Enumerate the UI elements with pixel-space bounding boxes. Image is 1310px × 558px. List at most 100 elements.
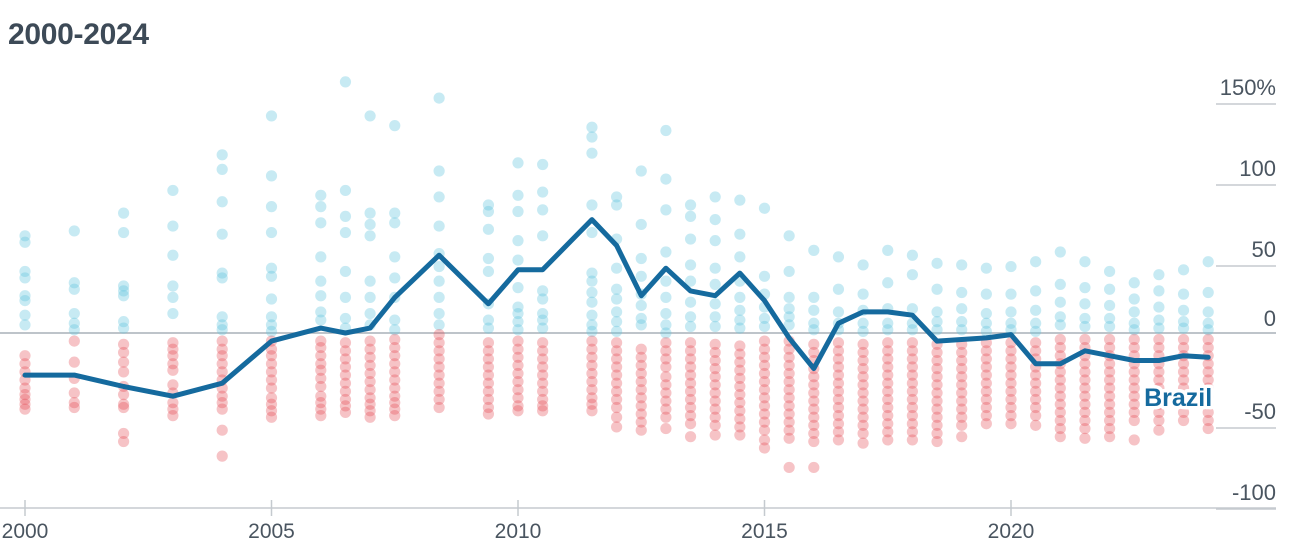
data-point: [783, 319, 795, 331]
data-point: [1202, 366, 1214, 378]
data-point: [315, 410, 327, 422]
data-point: [586, 319, 598, 331]
data-point: [1177, 414, 1190, 427]
x-tick-label: 2020: [988, 520, 1035, 543]
data-point: [882, 353, 894, 365]
data-point: [611, 353, 623, 365]
data-point: [857, 379, 869, 391]
data-point: [734, 228, 746, 240]
data-point: [537, 204, 549, 216]
data-point: [265, 366, 278, 378]
data-points: [19, 76, 1214, 474]
data-point: [537, 353, 549, 365]
data-point: [586, 398, 598, 410]
data-point: [364, 376, 376, 388]
data-point: [906, 418, 919, 430]
data-point: [482, 265, 495, 278]
data-point: [118, 290, 130, 302]
data-point: [1202, 406, 1214, 418]
data-point: [635, 376, 647, 388]
data-point: [1005, 369, 1017, 381]
data-point: [1104, 265, 1116, 278]
data-point: [265, 226, 278, 239]
data-point: [364, 392, 376, 404]
data-point: [1054, 431, 1066, 443]
data-point: [1104, 414, 1116, 427]
data-point: [980, 377, 992, 389]
data-point: [68, 387, 80, 399]
data-point: [906, 434, 919, 446]
data-point: [1005, 377, 1017, 389]
data-point: [216, 335, 228, 347]
data-point: [808, 379, 820, 391]
data-point: [364, 307, 376, 320]
data-point: [956, 316, 968, 328]
data-point: [980, 262, 992, 274]
x-tick-label: 2015: [741, 520, 788, 543]
y-tick-label: -50: [1244, 399, 1276, 424]
data-point: [1005, 361, 1017, 373]
data-point: [906, 393, 919, 406]
data-point: [956, 431, 968, 443]
data-point: [216, 196, 228, 208]
data-point: [167, 379, 179, 391]
data-point: [832, 353, 845, 365]
data-point: [709, 387, 721, 399]
data-point: [758, 367, 771, 380]
data-point: [1054, 406, 1066, 418]
data-point: [1177, 322, 1190, 334]
data-point: [216, 267, 228, 279]
data-point: [635, 218, 647, 231]
data-point: [709, 298, 721, 310]
y-tick-label: 150%: [1220, 75, 1276, 100]
data-point: [931, 363, 943, 375]
data-point: [611, 361, 623, 373]
data-point: [389, 350, 401, 362]
data-point: [1054, 382, 1066, 394]
data-point: [216, 424, 228, 436]
data-point: [635, 408, 647, 420]
data-point: [364, 351, 376, 363]
data-point: [1104, 374, 1116, 386]
data-point: [783, 461, 795, 474]
data-point: [635, 165, 647, 177]
data-point: [216, 319, 228, 331]
data-point: [808, 304, 820, 316]
data-point: [808, 427, 820, 440]
data-point: [315, 372, 327, 384]
data-point: [1153, 322, 1165, 334]
data-point: [906, 385, 919, 397]
data-point: [1104, 406, 1116, 418]
data-point: [635, 319, 647, 331]
data-point: [537, 400, 549, 412]
data-point: [611, 369, 623, 381]
data-point: [68, 283, 80, 295]
data-point: [118, 346, 130, 359]
data-point: [339, 400, 352, 412]
data-point: [635, 252, 647, 265]
data-point: [1202, 414, 1214, 427]
data-point: [1005, 288, 1017, 300]
data-point: [265, 405, 278, 417]
data-point: [364, 218, 376, 231]
data-point: [19, 398, 31, 410]
data-point: [1128, 341, 1140, 354]
data-point: [808, 291, 820, 303]
data-point: [709, 278, 721, 290]
data-point: [709, 320, 721, 333]
data-point: [611, 401, 623, 414]
data-point: [265, 325, 278, 337]
data-point: [1128, 324, 1140, 336]
data-point: [906, 269, 919, 281]
data-point: [315, 251, 327, 263]
data-point: [315, 403, 327, 415]
data-point: [586, 367, 598, 380]
data-point: [684, 311, 697, 323]
data-point: [882, 361, 894, 373]
data-point: [758, 392, 771, 404]
data-point: [808, 387, 820, 399]
data-point: [758, 424, 771, 436]
data-point: [1079, 298, 1091, 310]
data-point: [389, 341, 401, 354]
data-point: [660, 361, 672, 373]
